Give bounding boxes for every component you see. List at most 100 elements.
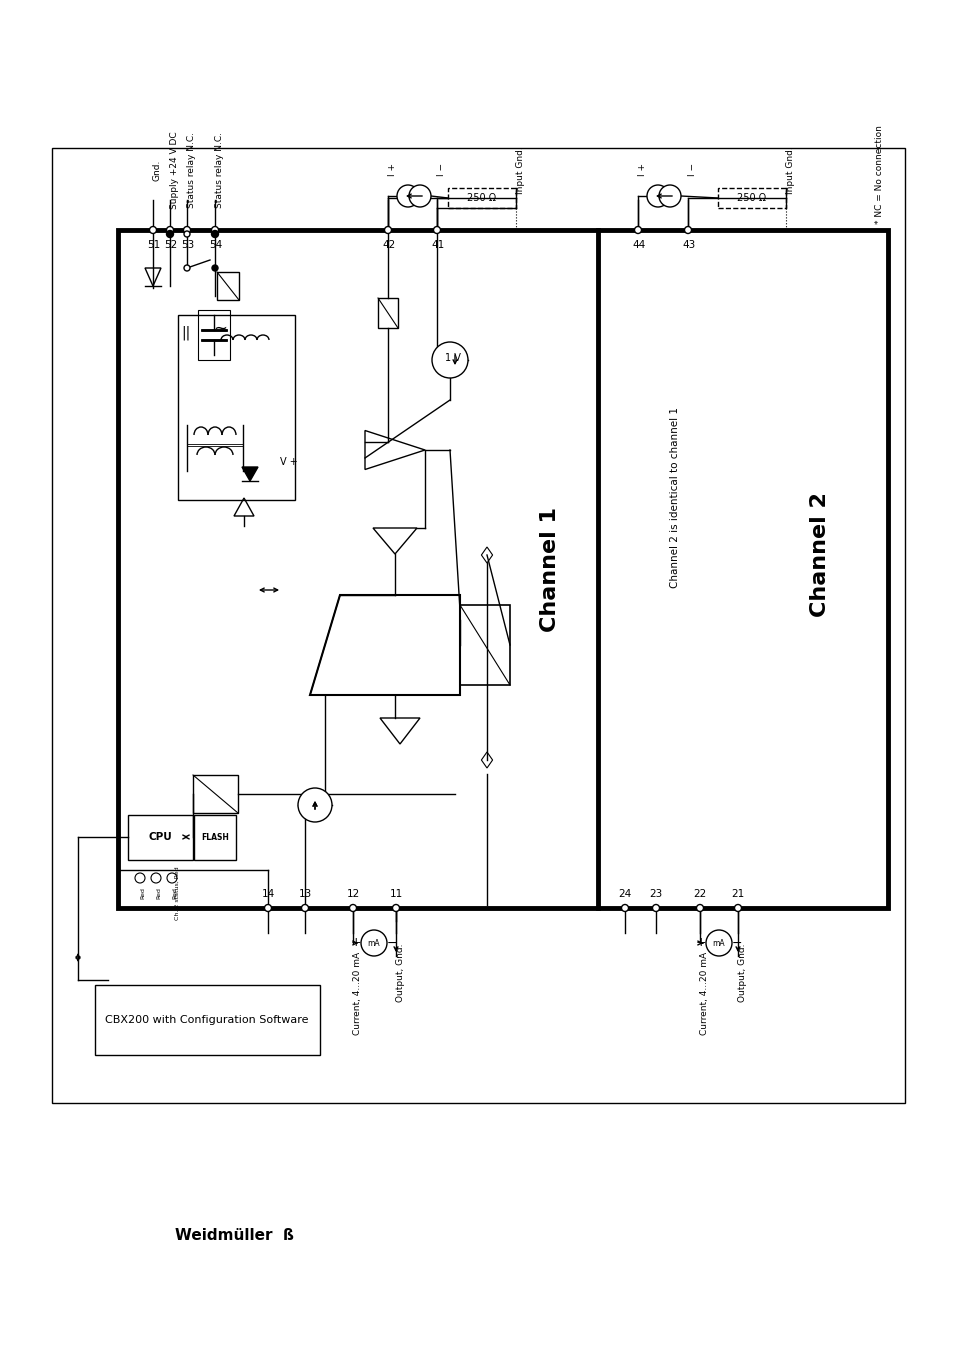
Text: 24: 24 bbox=[618, 890, 631, 899]
Circle shape bbox=[184, 265, 190, 271]
Text: Red: Red bbox=[172, 887, 177, 899]
Circle shape bbox=[696, 904, 702, 911]
Text: 22: 22 bbox=[693, 890, 706, 899]
Text: ||: || bbox=[181, 325, 190, 339]
Circle shape bbox=[652, 904, 659, 911]
Text: 44: 44 bbox=[632, 240, 645, 250]
Circle shape bbox=[409, 185, 431, 207]
Text: 51: 51 bbox=[147, 240, 160, 250]
Circle shape bbox=[167, 873, 177, 883]
Text: 43: 43 bbox=[681, 240, 695, 250]
Text: I +: I + bbox=[388, 163, 396, 177]
Circle shape bbox=[734, 904, 740, 911]
Bar bbox=[718, 188, 785, 208]
Text: I +: I + bbox=[638, 163, 646, 177]
Text: 53: 53 bbox=[181, 240, 194, 250]
Bar bbox=[52, 148, 904, 1103]
Circle shape bbox=[151, 873, 161, 883]
Bar bbox=[377, 298, 397, 328]
Text: FLASH: FLASH bbox=[201, 833, 229, 841]
Text: Channel 2: Channel 2 bbox=[809, 493, 829, 617]
Text: 23: 23 bbox=[649, 890, 662, 899]
Text: Gnd.: Gnd. bbox=[152, 159, 162, 181]
Text: Channel 2 is identical to channel 1: Channel 2 is identical to channel 1 bbox=[669, 408, 679, 589]
Text: 14: 14 bbox=[261, 890, 274, 899]
Circle shape bbox=[212, 227, 218, 234]
Text: Ch. 2 status, Red: Ch. 2 status, Red bbox=[174, 867, 180, 919]
Text: 12: 12 bbox=[346, 890, 359, 899]
Circle shape bbox=[396, 185, 418, 207]
Circle shape bbox=[212, 265, 218, 271]
Circle shape bbox=[297, 788, 332, 822]
Text: I −: I − bbox=[436, 163, 446, 177]
Text: 250 Ω: 250 Ω bbox=[467, 193, 497, 202]
Text: 250 Ω: 250 Ω bbox=[737, 193, 766, 202]
Circle shape bbox=[360, 930, 387, 956]
Text: −: − bbox=[731, 937, 741, 949]
Text: Output, Gnd.: Output, Gnd. bbox=[738, 944, 746, 1002]
Circle shape bbox=[646, 185, 668, 207]
Text: 1 V: 1 V bbox=[445, 352, 460, 363]
Circle shape bbox=[184, 231, 190, 238]
Circle shape bbox=[705, 930, 731, 956]
Circle shape bbox=[167, 231, 173, 238]
Text: Status relay N.C.: Status relay N.C. bbox=[187, 132, 195, 208]
Circle shape bbox=[634, 227, 640, 234]
Bar bbox=[198, 310, 230, 360]
Text: 42: 42 bbox=[382, 240, 395, 250]
Text: * NC = No connection: * NC = No connection bbox=[874, 126, 883, 224]
Circle shape bbox=[150, 227, 156, 234]
Bar bbox=[193, 775, 237, 813]
Circle shape bbox=[264, 904, 272, 911]
Circle shape bbox=[183, 227, 191, 234]
Text: Status relay N.C.: Status relay N.C. bbox=[214, 132, 224, 208]
Text: 13: 13 bbox=[298, 890, 312, 899]
Text: +: + bbox=[351, 937, 361, 949]
Text: mA: mA bbox=[367, 938, 380, 948]
Circle shape bbox=[659, 185, 680, 207]
Circle shape bbox=[392, 904, 399, 911]
Text: 21: 21 bbox=[731, 890, 744, 899]
Text: Current, 4...20 mA: Current, 4...20 mA bbox=[353, 952, 361, 1034]
Circle shape bbox=[135, 873, 145, 883]
Circle shape bbox=[433, 227, 440, 234]
Bar bbox=[193, 815, 235, 860]
Text: Red: Red bbox=[140, 887, 145, 899]
Circle shape bbox=[349, 904, 356, 911]
Text: Supply +24 V DC: Supply +24 V DC bbox=[170, 131, 179, 209]
Text: CPU: CPU bbox=[148, 832, 172, 842]
Circle shape bbox=[620, 904, 628, 911]
Text: Red: Red bbox=[156, 887, 161, 899]
Text: Input Gnd.: Input Gnd. bbox=[516, 146, 524, 194]
Text: 54: 54 bbox=[209, 240, 222, 250]
Circle shape bbox=[684, 227, 691, 234]
Bar bbox=[95, 986, 319, 1054]
Circle shape bbox=[384, 227, 391, 234]
Circle shape bbox=[301, 904, 308, 911]
Circle shape bbox=[432, 342, 468, 378]
Text: 41: 41 bbox=[431, 240, 444, 250]
Bar bbox=[178, 315, 294, 500]
Text: Output, Gnd.: Output, Gnd. bbox=[395, 944, 405, 1002]
Text: Current, 4...20 mA: Current, 4...20 mA bbox=[700, 952, 708, 1034]
Text: Input Gnd.: Input Gnd. bbox=[785, 146, 794, 194]
Polygon shape bbox=[242, 467, 257, 481]
Circle shape bbox=[212, 231, 218, 238]
Text: −: − bbox=[386, 937, 396, 949]
Text: ~: ~ bbox=[213, 320, 227, 338]
Text: I −: I − bbox=[687, 163, 697, 177]
Text: 52: 52 bbox=[164, 240, 177, 250]
Text: Channel 1: Channel 1 bbox=[539, 508, 559, 633]
Circle shape bbox=[167, 227, 173, 234]
Text: Weidmüller  ß: Weidmüller ß bbox=[174, 1227, 294, 1242]
Bar bbox=[448, 188, 516, 208]
Bar bbox=[216, 271, 239, 300]
Bar bbox=[118, 230, 887, 909]
Text: +: + bbox=[695, 937, 705, 949]
Bar bbox=[459, 605, 510, 684]
Text: CBX200 with Configuration Software: CBX200 with Configuration Software bbox=[105, 1015, 309, 1025]
Bar bbox=[128, 815, 193, 860]
Text: V +: V + bbox=[280, 458, 297, 467]
Text: mA: mA bbox=[712, 938, 724, 948]
Text: 11: 11 bbox=[389, 890, 402, 899]
